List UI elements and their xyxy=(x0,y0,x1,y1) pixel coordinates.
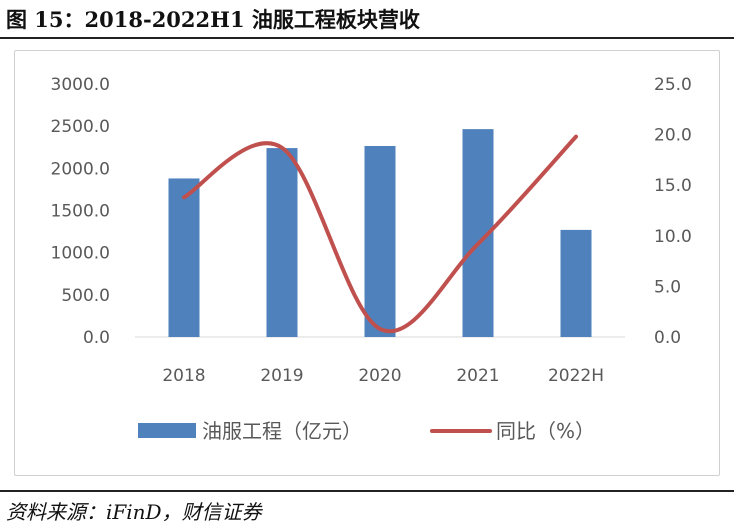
left-axis-tick-label: 500.0 xyxy=(61,286,110,306)
left-axis-tick-label: 1000.0 xyxy=(51,244,110,264)
revenue-bar xyxy=(560,229,592,337)
top-rule xyxy=(0,37,734,39)
x-axis-tick-label: 2022H xyxy=(548,366,604,386)
left-axis-tick-label: 0.0 xyxy=(83,328,110,348)
right-axis-tick-label: 25.0 xyxy=(654,75,692,95)
x-axis-ticks: 2018 2019 2020 2021 2022H xyxy=(162,366,604,386)
left-axis-tick-label: 1500.0 xyxy=(51,202,110,222)
revenue-bar xyxy=(168,178,200,337)
left-axis-tick-label: 3000.0 xyxy=(51,75,110,95)
left-axis-tick-label: 2000.0 xyxy=(51,159,110,179)
bar-series xyxy=(168,129,592,337)
right-axis-ticks: 25.0 20.0 15.0 10.0 5.0 0.0 xyxy=(654,75,692,348)
x-axis-tick-label: 2018 xyxy=(162,366,205,386)
legend-bar-swatch xyxy=(138,423,196,438)
revenue-bar xyxy=(266,148,298,337)
figure-title: 图 15：2018-2022H1 油服工程板块营收 xyxy=(6,7,420,32)
source-note: 资料来源：iFinD，财信证券 xyxy=(6,500,262,524)
x-axis-tick-label: 2020 xyxy=(358,366,401,386)
x-axis-tick-label: 2019 xyxy=(260,366,303,386)
legend-bar-label: 油服工程（亿元） xyxy=(202,419,362,443)
left-axis-tick-label: 2500.0 xyxy=(51,117,110,137)
left-axis-ticks: 3000.0 2500.0 2000.0 1500.0 1000.0 500.0 0.0 xyxy=(51,75,110,348)
legend: 油服工程（亿元） 同比（%） xyxy=(138,419,595,443)
x-axis-tick-label: 2021 xyxy=(456,366,499,386)
right-axis-tick-label: 20.0 xyxy=(654,126,692,146)
legend-line-label: 同比（%） xyxy=(496,419,595,443)
right-axis-tick-label: 0.0 xyxy=(654,328,681,348)
yoy-line xyxy=(182,134,578,334)
right-axis-tick-label: 15.0 xyxy=(654,176,692,196)
revenue-bar xyxy=(364,145,396,337)
right-axis-tick-label: 5.0 xyxy=(654,277,681,297)
bottom-rule xyxy=(0,490,734,492)
right-axis-tick-label: 10.0 xyxy=(654,227,692,247)
